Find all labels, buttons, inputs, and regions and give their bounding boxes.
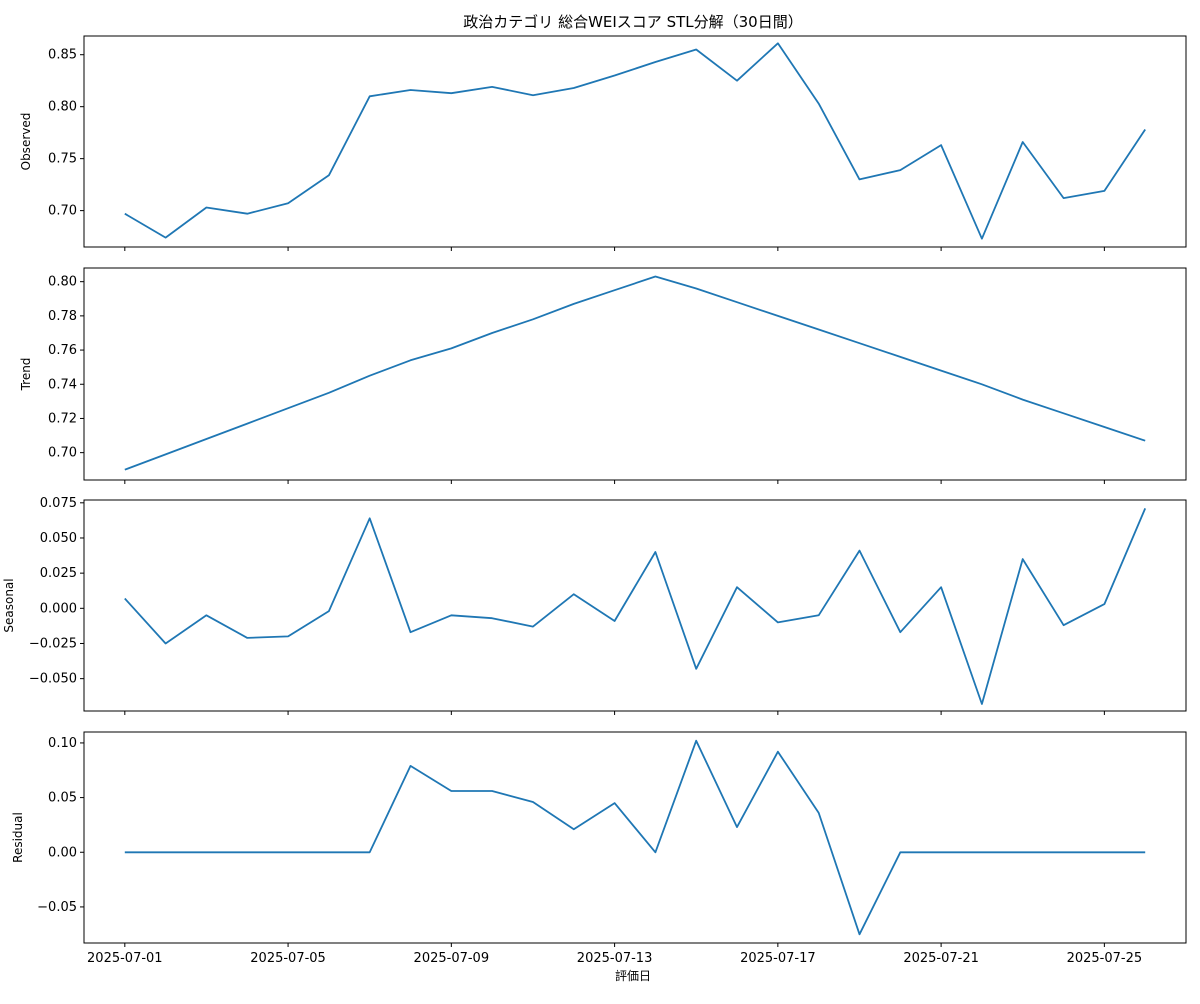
y-axis-label: Seasonal (2, 578, 16, 632)
y-axis-label: Residual (11, 812, 25, 863)
y-tick-label: 0.72 (48, 411, 77, 426)
x-tick-label: 2025-07-21 (903, 951, 979, 966)
chart-title: 政治カテゴリ 総合WEIスコア STL分解（30日間） (463, 13, 802, 31)
y-tick-label: 0.85 (48, 48, 77, 63)
x-tick-label: 2025-07-13 (577, 951, 653, 966)
y-tick-label: 0.74 (48, 377, 77, 392)
series-line-observed (124, 42, 1146, 240)
y-tick-label: 0.10 (48, 736, 77, 751)
y-tick-label: 0.70 (48, 446, 77, 461)
y-tick-label: 0.05 (48, 791, 77, 806)
x-tick-label: 2025-07-25 (1067, 951, 1143, 966)
panel-residual: 0.10 0.05 0.00 −0.05 2025-07-01 2025-07-05 202… (11, 731, 1187, 966)
series-line-trend (124, 275, 1146, 471)
y-tick-label: 0.075 (40, 496, 77, 511)
y-tick-label: 0.80 (48, 100, 77, 115)
plot-frame (83, 731, 1187, 944)
y-axis-label: Observed (19, 113, 33, 171)
panel-trend: 0.70 0.72 0.74 0.76 0.78 0.80 Trend (19, 267, 1187, 484)
y-tick-label: 0.00 (48, 845, 77, 860)
y-tick-label: 0.70 (48, 204, 77, 219)
plot-frame (83, 267, 1187, 481)
y-tick-label: 0.75 (48, 152, 77, 167)
series-line-residual (124, 739, 1146, 936)
y-tick-label: 0.050 (40, 531, 77, 546)
plot-frame (83, 35, 1187, 248)
panel-seasonal: 0.075 0.050 0.025 0.000 −0.025 −0.050 Seasonal (2, 496, 1187, 715)
panels-layer: 0.70 0.75 0.80 0.85 Observed 0.70 0.72 0.74 0.76… (2, 35, 1187, 966)
y-tick-label: 0.025 (40, 566, 77, 581)
y-tick-label: 0.78 (48, 309, 77, 324)
y-tick-label: −0.050 (29, 672, 77, 687)
x-tick-label: 2025-07-05 (250, 951, 326, 966)
x-tick-label: 2025-07-17 (740, 951, 816, 966)
x-axis-label: 評価日 (615, 968, 651, 983)
series-line-seasonal (124, 508, 1147, 705)
y-tick-label: 0.000 (40, 601, 77, 616)
x-tick-label: 2025-07-01 (87, 951, 163, 966)
y-tick-label: −0.025 (29, 636, 77, 651)
plot-frame (83, 499, 1187, 712)
panel-observed: 0.70 0.75 0.80 0.85 Observed (19, 35, 1187, 251)
y-tick-label: 0.80 (48, 275, 77, 290)
x-tick-label: 2025-07-09 (414, 951, 490, 966)
y-axis-label: Trend (19, 358, 33, 392)
y-tick-label: −0.05 (37, 900, 77, 915)
y-tick-label: 0.76 (48, 343, 77, 358)
